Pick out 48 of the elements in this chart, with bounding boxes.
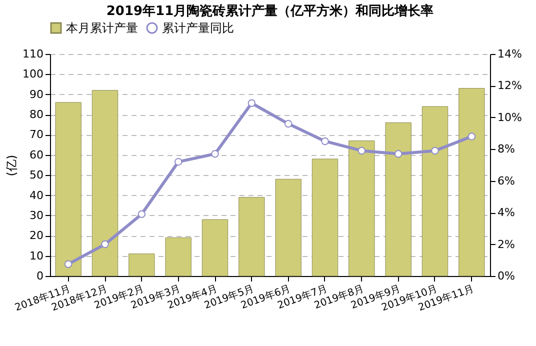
bar [348,140,375,276]
legend-label: 累计产量同比 [162,21,234,35]
y-tick-label: 10 [30,249,44,262]
point [101,240,109,248]
y-tick-label: 0 [36,270,44,282]
bar [202,219,228,276]
point [431,146,439,155]
y-tick-label: 30 [30,208,44,222]
y2-tick-label: 14% [498,48,522,60]
bar [312,158,338,276]
y-tick-label: 90 [30,88,44,101]
point [321,137,329,146]
point [358,146,366,155]
y-tick-label: 50 [30,168,44,182]
chart-title: 2019年11月陶瓷砖累计产量（亿平方米）和同比增长率 [106,3,434,19]
y-tick-label: 80 [30,108,44,122]
point [284,120,292,128]
bar [275,178,302,276]
bar [385,122,412,276]
bar [238,197,265,276]
point [211,150,219,158]
bar [128,254,155,276]
legend-label: 本月累计产量 [66,21,138,35]
bar [55,102,82,276]
y-tick-label: 20 [30,229,44,242]
bar [92,90,118,276]
point [468,132,476,140]
y2-tick-label: 6% [498,174,515,188]
point [394,150,402,158]
bar [422,106,448,276]
point [138,210,146,218]
y-tick-label: 60 [30,148,44,162]
point [174,158,182,166]
y2-tick-label: 12% [498,79,522,92]
point [248,99,256,108]
y2-tick-label: 2% [498,238,515,251]
y2-tick-label: 4% [498,206,515,220]
y-axis-title: (亿) [4,154,19,176]
point [64,260,72,268]
y-tick-label: 40 [30,188,44,202]
y2-tick-label: 10% [498,110,522,124]
bar [458,88,485,276]
y-tick-label: 110 [22,48,44,60]
y2-tick-label: 0% [498,270,515,282]
bar [165,237,192,276]
y2-tick-label: 8% [498,142,515,156]
y-tick-label: 100 [22,68,44,81]
y-tick-label: 70 [30,128,44,142]
